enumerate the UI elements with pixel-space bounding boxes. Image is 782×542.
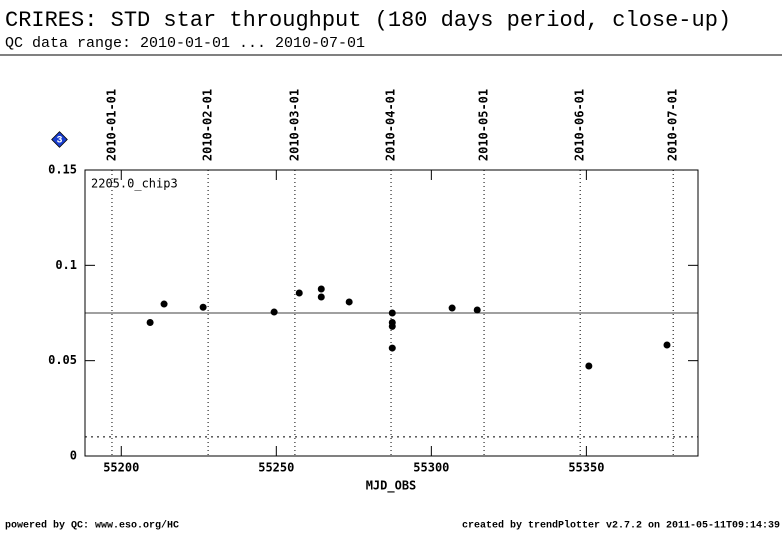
- y-tick-label: 0: [70, 449, 77, 463]
- point: [146, 319, 154, 327]
- point: [317, 293, 325, 301]
- point: [473, 306, 481, 314]
- x-tick-label: 55350: [568, 461, 604, 475]
- point: [388, 344, 396, 352]
- date-label: 2010-07-01: [666, 89, 680, 161]
- x-tick-label: 55250: [258, 461, 294, 475]
- footer-right: created by trendPlotter v2.7.2 on 2011-0…: [462, 520, 780, 532]
- point: [388, 309, 396, 317]
- point: [295, 289, 303, 297]
- y-tick-label: 0.05: [48, 353, 77, 367]
- point: [199, 303, 207, 311]
- point: [448, 304, 456, 312]
- date-label: 2010-01-01: [104, 89, 118, 161]
- point: [270, 308, 278, 316]
- chart-subtitle: QC data range: 2010-01-01 ... 2010-07-01: [5, 35, 365, 52]
- y-tick-label: 0.1: [55, 258, 77, 272]
- badge-label: 3: [56, 136, 62, 147]
- point: [585, 362, 593, 370]
- point: [317, 285, 325, 293]
- panel-label: 2205.0_chip3: [91, 177, 178, 191]
- chart-title: CRIRES: STD star throughput (180 days pe…: [5, 8, 731, 33]
- badge: 3: [51, 131, 68, 148]
- x-tick-label: 55300: [413, 461, 449, 475]
- point: [663, 341, 671, 349]
- date-label: 2010-06-01: [573, 89, 587, 161]
- date-label: 2010-04-01: [384, 89, 398, 161]
- x-axis-label: MJD_OBS: [366, 479, 417, 494]
- x-tick-label: 55200: [103, 461, 139, 475]
- date-label: 2010-02-01: [201, 89, 215, 161]
- point: [345, 298, 353, 306]
- point: [160, 300, 168, 308]
- y-tick-label: 0.15: [48, 163, 77, 177]
- footer-left: powered by QC: www.eso.org/HC: [5, 520, 179, 532]
- date-label: 2010-05-01: [477, 89, 491, 161]
- point: [388, 322, 396, 330]
- date-label: 2010-03-01: [287, 89, 301, 161]
